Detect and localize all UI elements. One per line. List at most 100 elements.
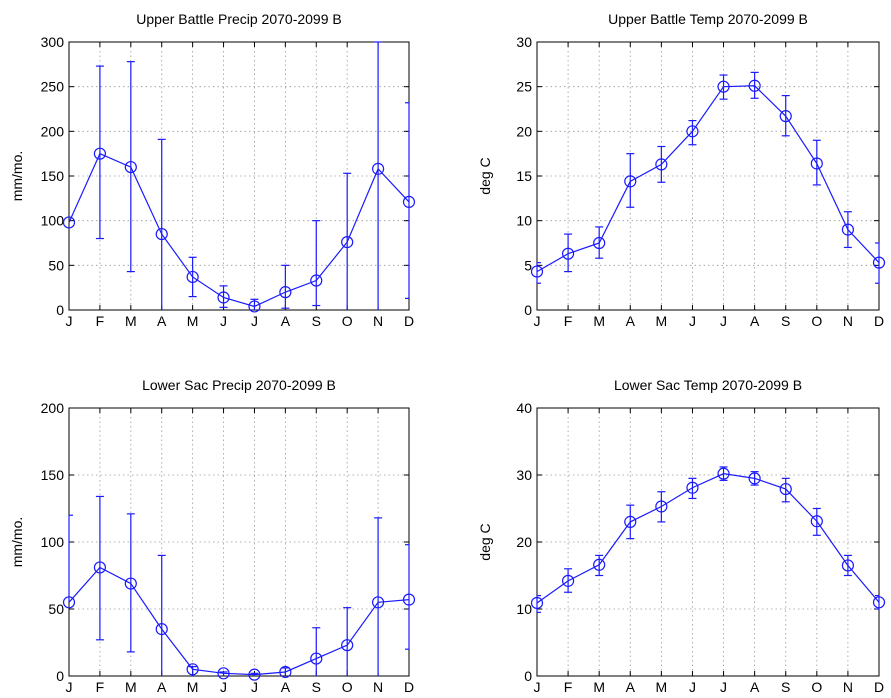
x-tick-label: S <box>781 679 790 695</box>
data-point-marker <box>593 236 606 250</box>
x-tick-label: M <box>125 679 137 695</box>
y-axis-label: deg C <box>477 523 493 560</box>
y-tick-label: 0 <box>56 668 64 684</box>
x-tick-label: A <box>281 679 291 695</box>
error-bar <box>564 233 573 273</box>
x-tick-label: D <box>874 679 884 695</box>
x-tick-label: F <box>96 679 105 695</box>
error-bar <box>219 671 228 676</box>
error-bar <box>405 544 410 650</box>
data-point-marker <box>217 291 230 304</box>
y-tick-label: 40 <box>516 400 532 416</box>
x-tick-label: J <box>689 679 696 695</box>
chart-title: Lower Sac Temp 2070-2099 B <box>614 377 802 393</box>
y-tick-label: 100 <box>41 213 65 229</box>
x-tick-label: A <box>626 313 636 329</box>
y-axis-label: deg C <box>477 157 493 194</box>
x-tick-label: F <box>564 313 573 329</box>
data-point-marker <box>341 639 354 652</box>
error-bar <box>374 41 383 310</box>
x-tick-label: M <box>593 679 605 695</box>
plot-area <box>68 41 410 311</box>
data-point-marker <box>279 665 292 679</box>
y-tick-label: 20 <box>516 123 532 139</box>
data-point-marker <box>561 574 575 587</box>
y-tick-label: 50 <box>48 601 64 617</box>
data-point-marker <box>93 147 107 160</box>
y-tick-label: 300 <box>41 34 65 50</box>
data-point-marker <box>217 667 230 680</box>
data-point-marker <box>561 247 575 260</box>
data-point-marker <box>62 216 76 229</box>
data-point-marker <box>248 668 261 681</box>
data-point-marker <box>872 596 886 609</box>
y-tick-label: 0 <box>524 302 532 318</box>
x-tick-label: D <box>404 313 414 329</box>
x-tick-label: J <box>534 679 541 695</box>
data-point-marker <box>686 125 699 138</box>
x-tick-label: J <box>534 313 541 329</box>
y-tick-label: 20 <box>516 534 532 550</box>
y-tick-label: 10 <box>516 213 532 229</box>
y-tick-label: 15 <box>516 168 532 184</box>
x-tick-label: A <box>750 679 760 695</box>
data-point-marker <box>402 593 416 606</box>
x-tick-label: M <box>187 313 199 329</box>
x-tick-label: F <box>564 679 573 695</box>
data-point-marker <box>124 577 137 590</box>
data-point-marker <box>810 515 823 528</box>
y-tick-label: 200 <box>41 400 65 416</box>
x-tick-label: A <box>750 313 760 329</box>
y-tick-label: 30 <box>516 467 532 483</box>
error-bar <box>536 594 541 613</box>
data-point-marker <box>371 162 385 175</box>
data-point-marker <box>186 270 199 284</box>
x-tick-label: J <box>720 313 727 329</box>
x-tick-label: A <box>626 679 636 695</box>
y-tick-label: 5 <box>524 257 532 273</box>
y-tick-label: 0 <box>56 302 64 318</box>
data-point-marker <box>530 265 544 278</box>
error-bar <box>781 477 790 503</box>
data-point-marker <box>624 515 637 529</box>
data-point-marker <box>779 110 792 123</box>
y-tick-label: 30 <box>516 34 532 50</box>
upper-battle-precip-chart: Upper Battle Precip 2070-2099 B mm/mo. 0… <box>9 11 416 329</box>
data-point-marker <box>93 561 107 574</box>
x-tick-label: D <box>874 313 884 329</box>
x-tick-label: M <box>187 679 199 695</box>
x-tick-label: S <box>781 313 790 329</box>
y-tick-label: 150 <box>41 467 65 483</box>
data-point-marker <box>624 175 637 188</box>
data-point-marker <box>186 663 199 676</box>
chart-title: Lower Sac Precip 2070-2099 B <box>142 377 336 393</box>
data-point-marker <box>124 160 137 174</box>
data-point-marker <box>748 79 761 92</box>
x-tick-label: D <box>404 679 414 695</box>
x-tick-label: S <box>312 313 321 329</box>
data-point-marker <box>402 195 416 209</box>
data-point-marker <box>530 596 544 610</box>
y-tick-label: 250 <box>41 79 65 95</box>
error-bar <box>95 65 104 240</box>
y-tick-label: 25 <box>516 79 532 95</box>
x-tick-label: S <box>312 679 321 695</box>
data-point-marker <box>155 622 168 636</box>
plot-area <box>68 407 410 677</box>
data-point-marker <box>279 286 292 299</box>
error-bar <box>312 627 321 676</box>
x-tick-label: F <box>96 313 105 329</box>
error-bar <box>157 554 166 676</box>
data-point-marker <box>717 80 730 93</box>
error-bar <box>68 514 73 603</box>
error-bar <box>312 220 321 307</box>
x-tick-label: J <box>720 679 727 695</box>
data-point-marker <box>62 596 76 609</box>
y-tick-label: 200 <box>41 123 65 139</box>
chart-title: Upper Battle Temp 2070-2099 B <box>608 11 808 27</box>
x-tick-label: J <box>66 679 73 695</box>
x-tick-label: J <box>251 679 258 695</box>
data-point-marker <box>686 481 699 494</box>
data-point-marker <box>341 236 354 249</box>
